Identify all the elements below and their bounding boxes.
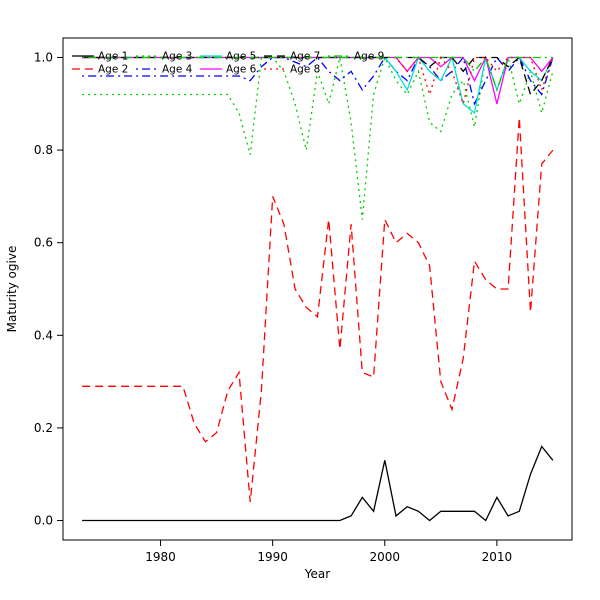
y-tick-label: 0.2 <box>34 421 53 435</box>
x-axis-title: Year <box>304 567 330 581</box>
legend-label-age-3: Age 3 <box>162 51 192 63</box>
series-line-age-3 <box>82 55 554 220</box>
legend-label-age-1: Age 1 <box>98 51 128 63</box>
y-tick-label: 0.6 <box>34 236 53 250</box>
legend-label-age-6: Age 6 <box>226 64 257 76</box>
series-line-age-2 <box>82 117 554 503</box>
legend-label-age-4: Age 4 <box>162 64 193 76</box>
y-tick-label: 0.0 <box>34 514 53 528</box>
legend-label-age-9: Age 9 <box>354 51 384 63</box>
series-line-age-4 <box>82 56 554 106</box>
legend-label-age-8: Age 8 <box>290 64 320 76</box>
plot-box <box>62 37 573 541</box>
legend-label-age-7: Age 7 <box>290 51 320 63</box>
y-axis-title: Maturity ogive <box>5 246 19 333</box>
y-tick-label: 1.0 <box>34 50 53 64</box>
series-line-age-9 <box>82 56 553 92</box>
x-tick-label: 1990 <box>257 550 288 564</box>
y-tick-label: 0.4 <box>34 328 53 342</box>
legend-label-age-2: Age 2 <box>98 64 128 76</box>
x-tick-label: 2010 <box>482 550 513 564</box>
series-line-age-1 <box>82 445 554 522</box>
legend-label-age-5: Age 5 <box>226 51 256 63</box>
y-tick-label: 0.8 <box>34 143 53 157</box>
x-tick-label: 1980 <box>145 550 176 564</box>
x-tick-label: 2000 <box>369 550 400 564</box>
